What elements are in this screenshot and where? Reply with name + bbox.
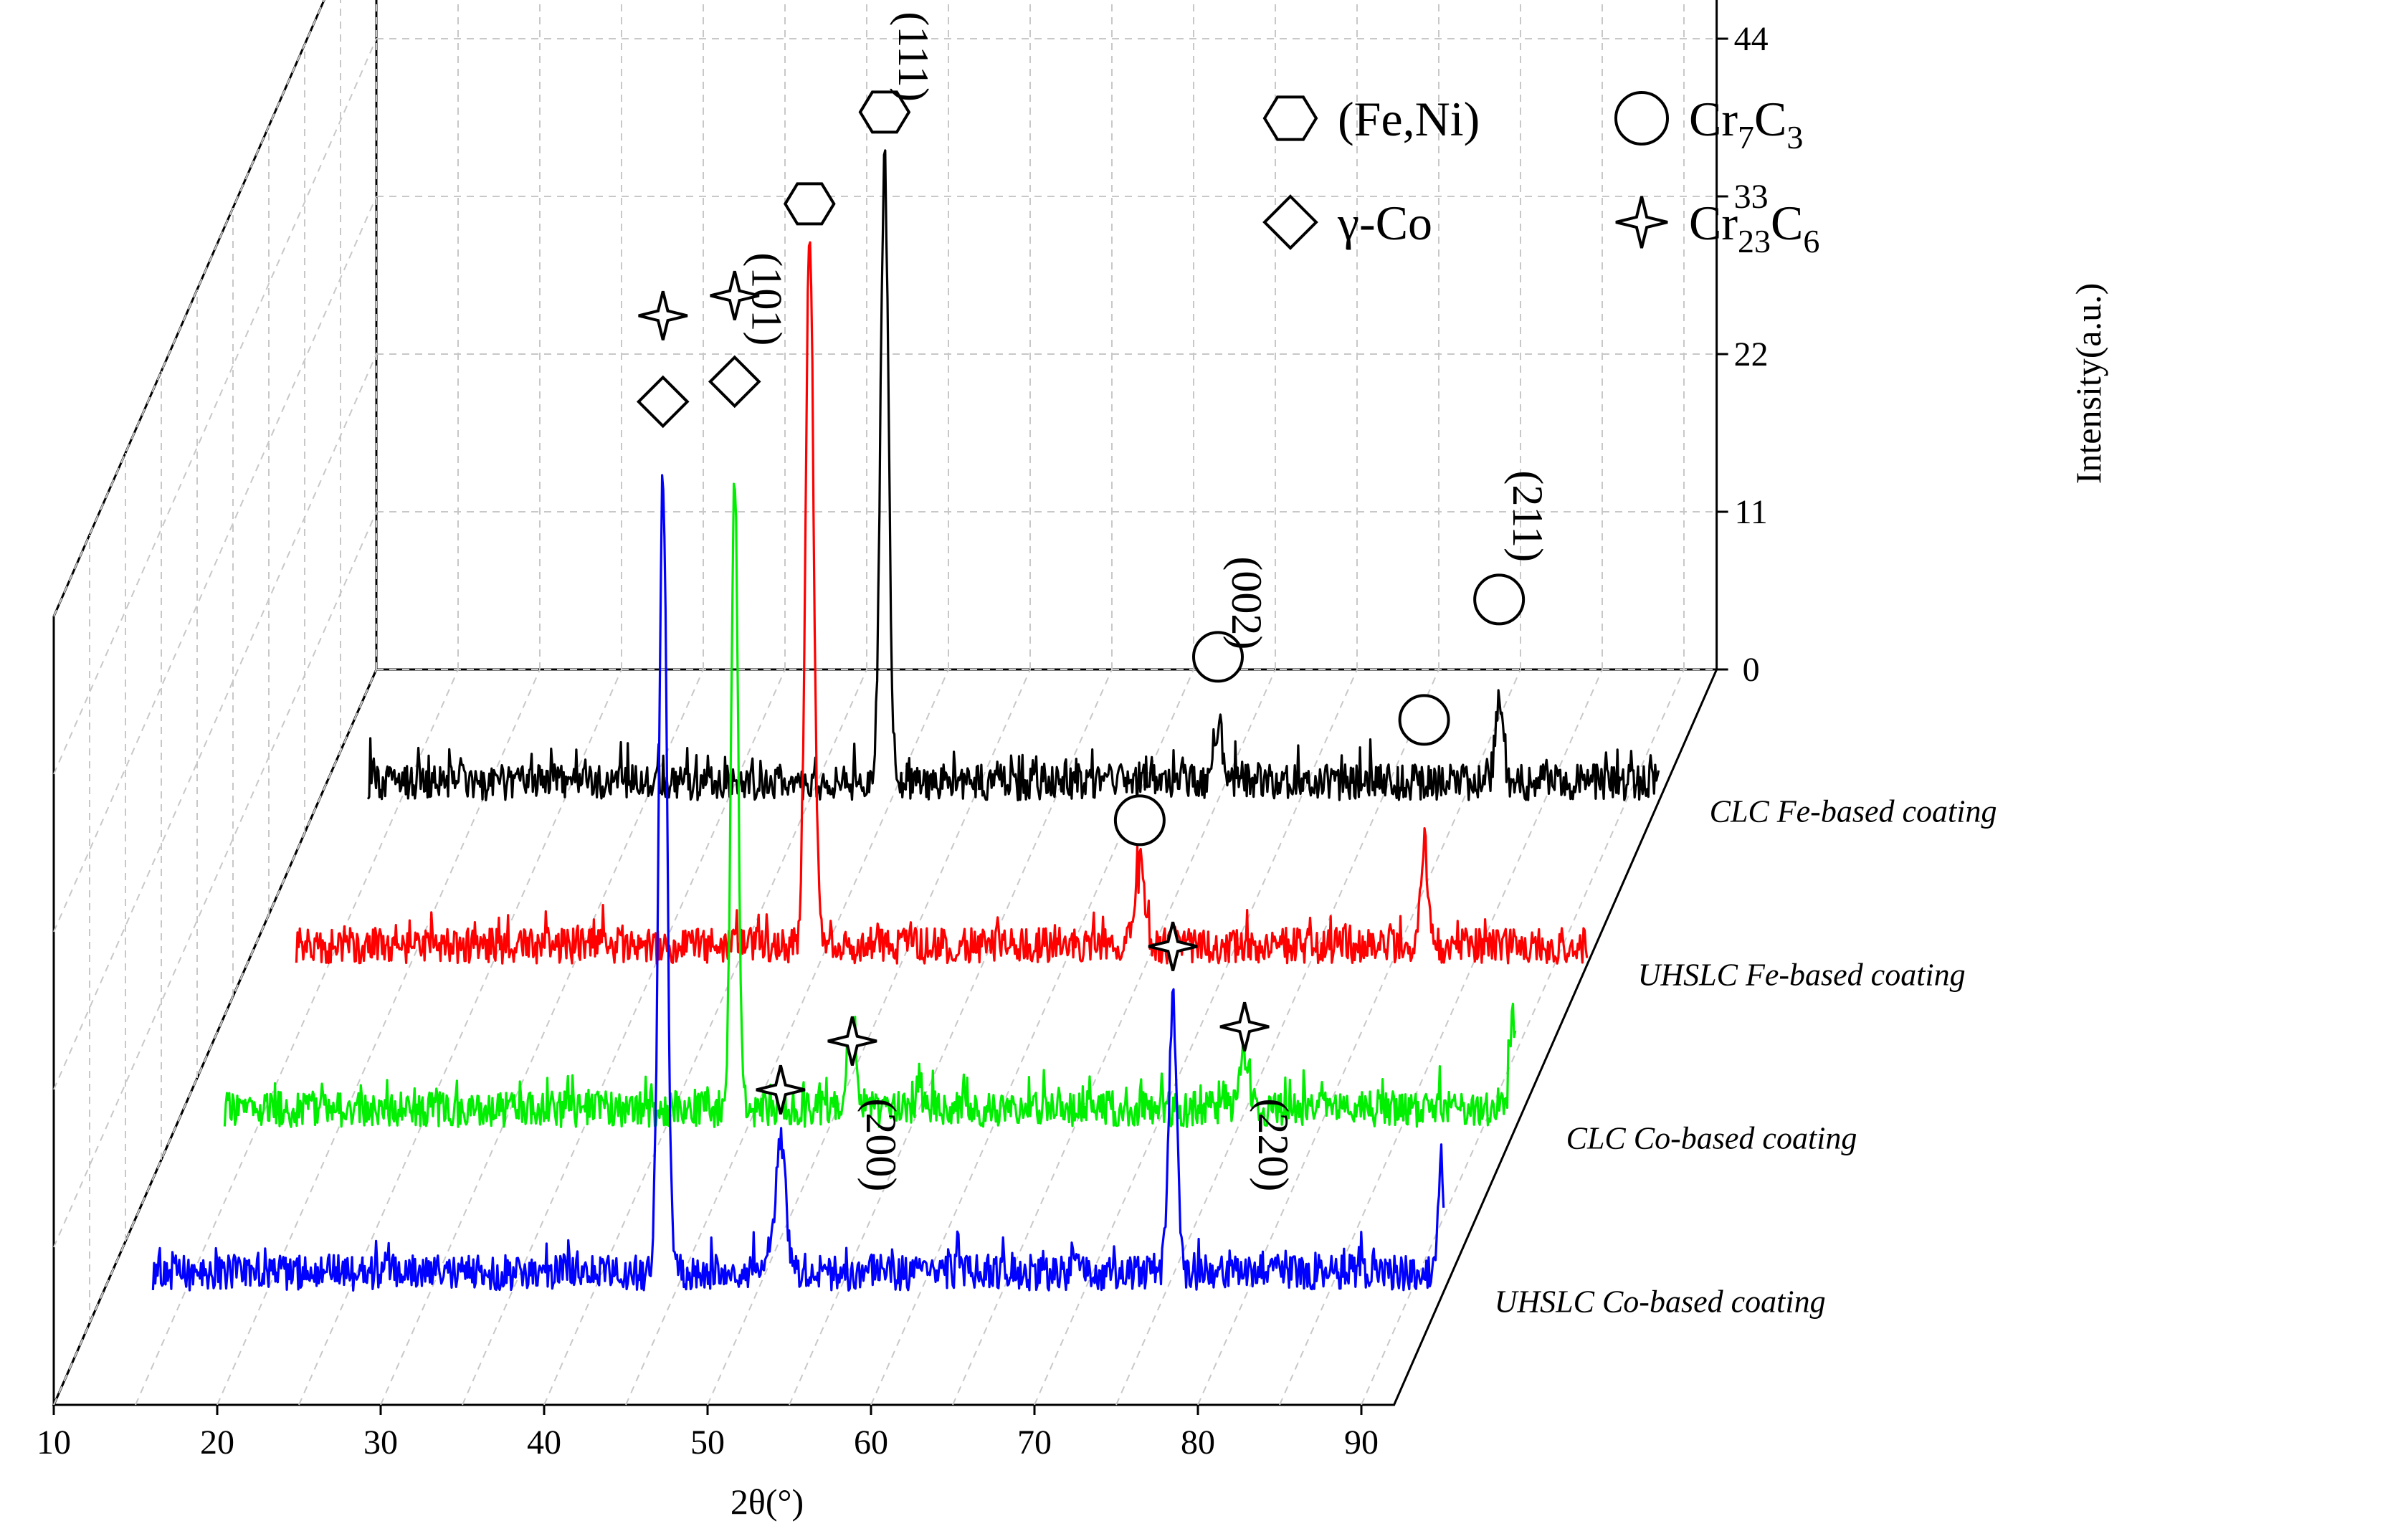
back-wall [375, 0, 1718, 671]
floor-gridline [216, 669, 541, 1406]
series-label: UHSLC Fe-based coating [1638, 957, 1966, 992]
circle-marker [1192, 631, 1244, 683]
diamond-marker [636, 375, 690, 429]
series-label: UHSLC Co-based coating [1495, 1284, 1826, 1319]
phase-markers [636, 90, 1526, 1115]
series-line [366, 149, 1660, 802]
z-tick-label: 22 [1734, 335, 1769, 373]
legend-subscript: 3 [1786, 119, 1803, 156]
side-wall [52, 0, 378, 1406]
star-marker [1148, 921, 1198, 971]
side-gridline [53, 38, 377, 775]
circle-marker [1473, 573, 1526, 626]
x-tick-label: 40 [527, 1424, 561, 1461]
floor-gridline [870, 669, 1194, 1406]
peak-index-label: (200) [857, 1098, 905, 1191]
floor-gridline [1115, 669, 1439, 1406]
floor-gridline [789, 669, 1113, 1406]
peak-index-label: (211) [1504, 470, 1551, 562]
series-label: CLC Co-based coating [1566, 1120, 1857, 1155]
x-tick-label: 90 [1344, 1424, 1379, 1461]
legend-label-part: Cr [1689, 92, 1738, 146]
floor-gridline [707, 669, 1031, 1406]
floor-gridline [462, 669, 786, 1406]
star-marker [1219, 1001, 1270, 1051]
star-marker [827, 1016, 877, 1066]
hexagon-marker [1262, 95, 1318, 141]
series-line [295, 241, 1589, 965]
legend-label: Cr7C3 [1689, 92, 1803, 156]
series-line [223, 482, 1517, 1128]
x-tick-label: 50 [690, 1424, 725, 1461]
grid [53, 0, 1717, 1406]
annotations: (111) (002) (211) (101) (200) (220) [743, 11, 1551, 1191]
floor-gridline [1034, 669, 1358, 1406]
legend-label: (Fe,Ni) [1338, 92, 1480, 146]
diamond-marker [1262, 194, 1318, 250]
legend-subscript: 6 [1803, 223, 1819, 259]
legend-subscript: 23 [1738, 223, 1771, 259]
series-group: CLC Fe-based coating UHSLC Fe-based coati… [151, 149, 1997, 1319]
peak-index-label: (002) [1223, 556, 1270, 649]
legend-label: γ-Co [1337, 196, 1432, 250]
floor-gridline [1279, 669, 1603, 1406]
legend-label: Cr23C6 [1689, 196, 1819, 259]
series-line [151, 474, 1445, 1292]
x-axis-title: 2θ(°) [731, 1482, 804, 1522]
floor-gridline [625, 669, 949, 1406]
z-axis-title: Intensity(a.u.) [2068, 283, 2108, 484]
hexagon-marker [858, 90, 911, 134]
z-tick-label: 44 [1734, 20, 1769, 58]
peak-index-label: (101) [743, 252, 790, 345]
star-marker [638, 290, 688, 340]
side-gridline [53, 196, 377, 933]
star-marker [1615, 196, 1668, 249]
x-tick-label: 10 [37, 1424, 71, 1461]
x-tick-label: 80 [1181, 1424, 1215, 1461]
z-tick-label: 33 [1734, 178, 1769, 216]
side-gridline [53, 353, 377, 1090]
legend-label-part: C [1771, 196, 1803, 250]
x-tick-label: 20 [200, 1424, 234, 1461]
side-gridline [53, 669, 377, 1406]
circle-marker [1614, 91, 1669, 146]
side-gridline [53, 511, 377, 1248]
floor-gridline [380, 669, 704, 1406]
legend-label-part: C [1754, 92, 1786, 146]
axes: 2θ(°) Intensity(a.u.) 10 20 30 40 50 60 70 80 90… [37, 20, 2108, 1522]
peak-index-label: (111) [890, 11, 937, 102]
hexagon-marker [783, 182, 836, 226]
diamond-marker [708, 355, 761, 409]
side-gridline [53, 0, 325, 617]
z-tick-label: 0 [1743, 651, 1760, 689]
x-tick-label: 30 [363, 1424, 398, 1461]
peak-index-label: (220) [1250, 1098, 1297, 1191]
legend-subscript: 7 [1738, 119, 1754, 156]
star-marker [756, 1064, 806, 1115]
star-marker [710, 270, 760, 320]
x-tick-label: 70 [1017, 1424, 1052, 1461]
legend-label-part: Cr [1689, 196, 1738, 250]
z-tick-label: 11 [1734, 493, 1767, 531]
circle-marker [1113, 794, 1166, 847]
series-label: CLC Fe-based coating [1710, 793, 1997, 829]
x-tick-label: 60 [854, 1424, 888, 1461]
circle-marker [1398, 694, 1450, 746]
